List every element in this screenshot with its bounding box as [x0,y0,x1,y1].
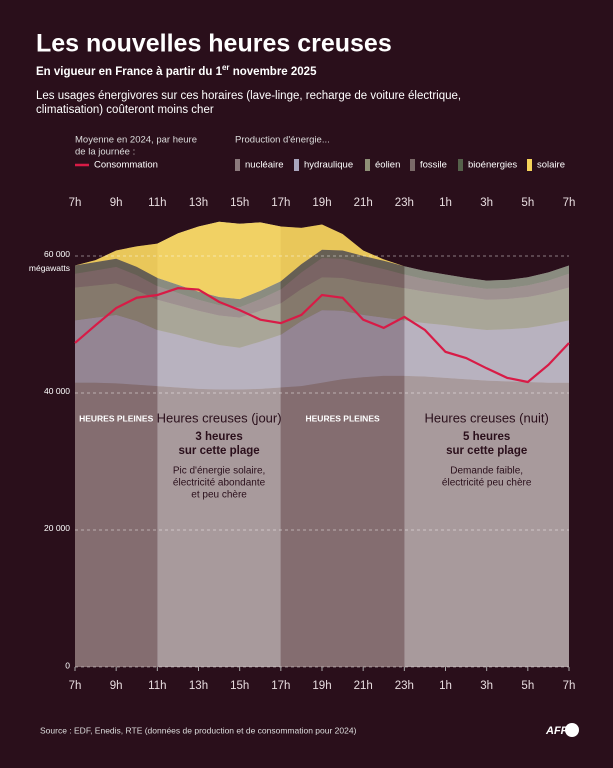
x-tick-label: 19h [312,197,331,209]
legend-label: nucléaire [245,160,284,171]
consumption-line [74,287,570,384]
band-note: Pic d'énergie solaire, [173,466,266,477]
area-0 [75,375,569,667]
x-tick-label: 7h [69,680,82,692]
legend-label: solaire [537,160,565,171]
band-note: électricité abondante [173,478,266,489]
y-tick-label: 40 000 [44,386,70,396]
title: Les nouvelles heures creuses [36,30,392,58]
x-tick-label: 19h [312,680,331,692]
legend-swatch [527,159,532,171]
legend-label: fossile [420,160,447,171]
area-5 [75,221,569,300]
x-tick-label: 21h [354,197,373,209]
legend-swatch [235,159,240,171]
area-3 [75,258,569,318]
legend-label: éolien [375,160,400,171]
band-label: Heures creuses (nuit) [425,410,549,425]
band-note: électricité peu chère [442,478,532,489]
area-2 [75,277,569,348]
x-tick-label: 11h [148,680,166,692]
legend-label: hydraulique [304,160,353,171]
area-1 [75,310,569,390]
y-tick-label: 60 000 [44,249,70,259]
band-label: Heures creuses (jour) [157,410,282,425]
logo: AFP [545,725,569,737]
band-duration: 5 heures [463,431,510,443]
x-tick-label: 7h [69,197,82,209]
source: Source : EDF, Enedis, RTE (données de pr… [40,725,357,735]
legend-label: bioénergies [468,160,517,171]
legend-note: Moyenne en 2024, par heure [75,135,197,146]
x-tick-label: 13h [189,680,208,692]
x-tick-label: 15h [230,197,249,209]
x-tick-label: 1h [439,680,452,692]
legend-swatch [294,159,299,171]
legend-swatch [410,159,415,171]
x-tick-label: 11h [148,197,166,209]
subtitle: En vigueur en France à partir du 1er nov… [36,63,317,78]
x-tick-label: 23h [395,680,414,692]
band-label: HEURES PLEINES [79,413,153,423]
x-tick-label: 7h [563,680,576,692]
band-label: HEURES PLEINES [306,413,380,423]
legend-swatch [365,159,370,171]
band-note: et peu chère [191,490,247,501]
x-tick-label: 17h [271,197,290,209]
band-note: Demande faible, [450,466,523,477]
legend-swatch [458,159,463,171]
x-tick-label: 21h [354,680,373,692]
x-tick-label: 5h [521,197,534,209]
x-tick-label: 3h [480,197,493,209]
legend-note: de la journée : [75,147,135,158]
y-tick-label: 0 [65,660,70,670]
logo-dot [565,723,579,737]
area-4 [75,249,569,308]
x-tick-label: 5h [521,680,534,692]
x-tick-label: 9h [110,197,123,209]
x-tick-label: 23h [395,197,414,209]
x-tick-label: 13h [189,197,208,209]
band-duration: sur cette plage [178,445,259,457]
description: climatisation) coûteront moins cher [36,104,214,116]
x-tick-label: 17h [271,680,290,692]
band-duration: 3 heures [195,431,242,443]
x-tick-label: 7h [563,197,576,209]
x-tick-label: 9h [110,680,123,692]
y-tick-label: 20 000 [44,523,70,533]
y-unit: mégawatts [29,263,70,273]
x-tick-label: 3h [480,680,493,692]
legend-note: Production d'énergie... [235,135,330,146]
x-tick-label: 15h [230,680,249,692]
x-tick-label: 1h [439,197,452,209]
description: Les usages énergivores sur ces horaires … [36,90,461,102]
legend-label: Consommation [94,160,158,171]
band-duration: sur cette plage [446,445,527,457]
